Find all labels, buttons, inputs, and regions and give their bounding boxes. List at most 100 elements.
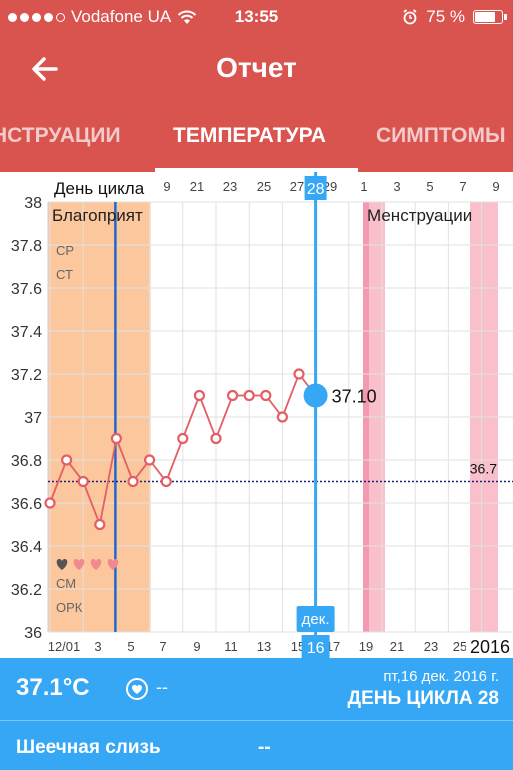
chart-marker-label: СТ [56,267,73,282]
temperature-point [160,475,172,488]
y-tick-label: 37.4 [11,324,42,341]
temperature-chart[interactable]: 3837.837.637.437.23736.836.636.436.23636… [0,172,513,658]
status-right: 75 % [402,7,507,27]
year-label: 2016 [470,637,510,657]
tab-symptoms[interactable]: СИМПТОМЫ [376,124,506,147]
temperature-point [110,432,123,445]
top-tick-label: 5 [426,179,433,194]
tab-menstruation[interactable]: НСТРУАЦИИ [0,124,121,147]
tab-temperature[interactable]: ТЕМПЕРАТУРА [173,124,326,147]
top-tick-label: 1 [360,179,367,194]
bottom-tick-label: 13 [257,639,271,654]
app-header: Vodafone UA 13:55 75 % Отч [0,0,513,172]
selected-date-day-badge [301,635,330,658]
temperature-point [144,454,156,466]
y-tick-label: 36.6 [11,496,42,513]
temperature-point [260,389,272,402]
year-label-bg [466,634,513,658]
signal-strength-icon [8,12,65,22]
chart-marker-label: СР [56,243,74,258]
top-tick-label: 3 [393,179,400,194]
y-tick-label: 36.8 [11,453,42,470]
cervical-mucus-value: -- [258,737,271,758]
temperature-point [227,389,239,402]
menstruation-band-label: Менструации [367,206,472,225]
cycle-day-axis-label: День цикла [54,179,145,198]
bottom-tick-label: 12/01 [48,639,81,654]
wifi-icon [177,10,197,24]
chart-marker-label: ОРК [56,600,83,615]
fertile-band-label: Благоприят [52,206,143,225]
y-tick-label: 36 [24,625,42,642]
cervical-mucus-row[interactable]: Шеечная слизь -- [0,720,513,770]
selected-date-month: дек. [302,611,330,628]
alarm-clock-icon [403,9,417,25]
y-tick-label: 37 [24,410,42,427]
top-tick-label: 7 [459,179,466,194]
bottom-tick-label: 11 [224,639,238,654]
top-tick-label: 25 [257,179,271,194]
cervical-mucus-label: Шеечная слизь [16,737,161,758]
temperature-point [293,368,305,380]
bottom-tick-label: 23 [424,639,438,654]
battery-percent: 75 % [426,7,465,26]
temperature-value: 37.1°C [16,674,90,701]
y-tick-label: 36.4 [11,539,42,556]
top-tick-label: 27 [290,179,304,194]
temperature-point [77,475,89,488]
heart-circle-icon[interactable] [126,678,148,700]
chart-grid [48,201,513,633]
tab-bar: НСТРУАЦИИ ТЕМПЕРАТУРА СИМПТОМЫ [0,110,513,172]
top-tick-label: 21 [190,179,204,194]
heart-icon [56,559,68,570]
selected-date-month-badge [296,606,335,632]
temperature-point [243,389,255,402]
selected-point [303,383,328,408]
heart-icon [107,559,119,570]
bottom-tick-label: 19 [359,639,373,654]
selected-date: пт,16 дек. 2016 г. [383,668,499,685]
top-tick-label: 9 [492,179,499,194]
cycle-day-label: ДЕНЬ ЦИКЛА 28 [347,688,499,709]
selected-cycle-day-label: 28 [307,181,325,198]
page-title: Отчет [216,52,297,83]
arrow-left-icon [32,57,58,81]
bottom-tick-label: 3 [94,639,101,654]
top-tick-label: 9 [163,179,170,194]
temperature-point [276,411,288,423]
selected-day-info: 37.1°C -- пт,16 дек. 2016 г. ДЕНЬ ЦИКЛА … [0,658,513,720]
heart-icon [73,559,85,570]
y-tick-label: 38 [24,195,42,212]
temperature-point [127,475,139,488]
temperature-point [193,389,205,402]
temperature-point [94,518,106,531]
selected-point-label: 37.10 [332,387,377,407]
temperature-point [210,432,222,445]
top-axis-strip [0,172,513,202]
coverline-label: 36.7 [470,461,497,477]
y-tick-label: 37.6 [11,281,42,298]
chart-marker-label: СМ [56,576,76,591]
temperature-point [177,432,189,445]
y-tick-label: 36.2 [11,582,42,599]
selected-date-day: 16 [307,640,325,657]
status-time: 13:55 [234,7,279,26]
bottom-tick-label: 21 [390,639,404,654]
nav-row: Отчет [0,40,513,96]
temperature-point [60,454,73,466]
carrier-name: Vodafone UA [71,7,172,26]
heart-icon [90,559,102,570]
y-tick-label: 37.8 [11,238,42,255]
tab-active-indicator [155,168,358,172]
y-tick-label: 37.2 [11,367,42,384]
status-bar: Vodafone UA 13:55 75 % [0,0,513,34]
battery-icon [473,10,507,24]
carrier-group: Vodafone UA [8,7,197,27]
back-button[interactable] [22,48,66,88]
sex-value: -- [156,677,168,697]
top-tick-label: 23 [223,179,237,194]
bottom-tick-label: 25 [453,639,467,654]
bottom-tick-label: 5 [127,639,134,654]
temperature-point [44,497,56,509]
bottom-tick-label: 7 [159,639,166,654]
